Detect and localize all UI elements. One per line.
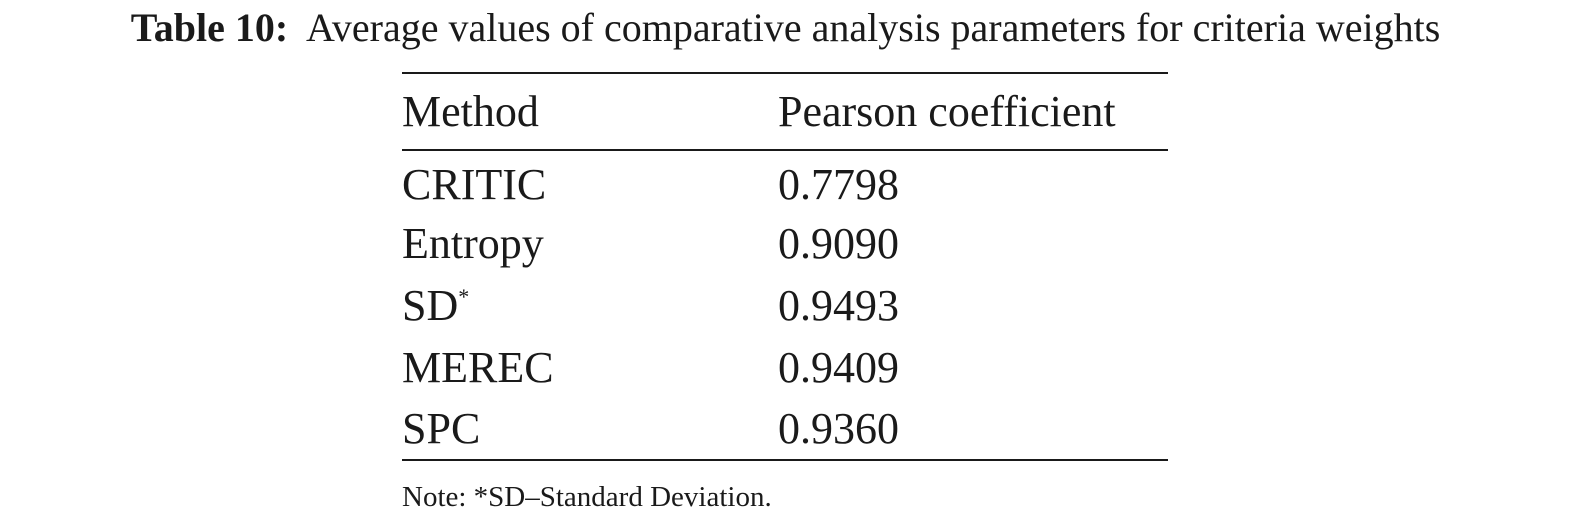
table-row: SD* 0.9493	[402, 274, 1168, 336]
method-cell: Entropy	[402, 212, 778, 274]
method-name: MEREC	[402, 342, 554, 392]
table-row: CRITIC 0.7798	[402, 150, 1168, 212]
table-row: Entropy 0.9090	[402, 212, 1168, 274]
method-name: CRITIC	[402, 160, 547, 209]
table-header-row: Method Pearson coefficient	[402, 73, 1168, 150]
table-row: MEREC 0.9409	[402, 336, 1168, 398]
method-cell: CRITIC	[402, 150, 778, 212]
pearson-cell: 0.9360	[778, 404, 899, 453]
pearson-cell: 0.9493	[778, 280, 899, 330]
table-caption: Table 10: Average values of comparative …	[0, 6, 1571, 50]
pearson-cell: 0.7798	[778, 160, 899, 209]
table-note: Note: *SD–Standard Deviation.	[402, 481, 772, 513]
pearson-cell: 0.9409	[778, 342, 899, 392]
method-cell: MEREC	[402, 336, 778, 398]
method-name: SD	[402, 280, 459, 330]
method-name: SPC	[402, 404, 481, 453]
comparison-table: Method Pearson coefficient CRITIC 0.7798…	[402, 72, 1168, 461]
method-cell: SD*	[402, 274, 778, 336]
table-caption-label: Table 10:	[130, 5, 289, 50]
table-row: SPC 0.9360	[402, 398, 1168, 460]
method-cell: SPC	[402, 398, 778, 460]
table-caption-text: Average values of comparative analysis p…	[305, 5, 1441, 50]
footnote-marker: *	[458, 283, 470, 309]
column-header-method: Method	[402, 87, 539, 136]
pearson-cell: 0.9090	[778, 218, 899, 268]
column-header-pearson: Pearson coefficient	[778, 87, 1116, 136]
method-name: Entropy	[402, 218, 544, 268]
table-container: Method Pearson coefficient CRITIC 0.7798…	[402, 72, 1168, 461]
